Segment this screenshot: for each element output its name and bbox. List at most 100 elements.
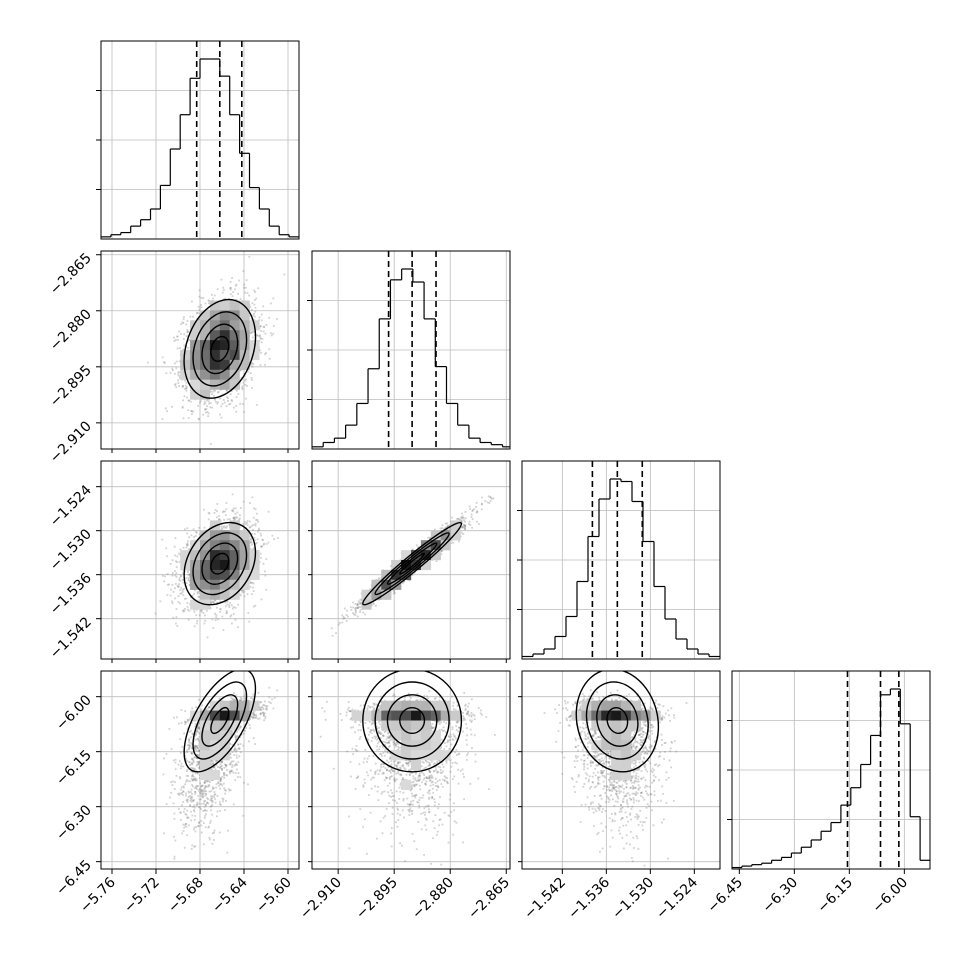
- scatter-point: [225, 526, 228, 529]
- scatter-point: [272, 325, 275, 327]
- scatter-point: [210, 393, 213, 396]
- scatter-point: [184, 608, 186, 610]
- scatter-point: [186, 396, 188, 399]
- scatter-point: [182, 318, 185, 321]
- scatter-point: [174, 383, 177, 385]
- scatter-point: [186, 320, 189, 322]
- scatter-point: [251, 387, 253, 389]
- scatter-point: [258, 334, 261, 337]
- scatter-point: [181, 406, 184, 409]
- scatter-point: [166, 573, 169, 575]
- scatter-point: [231, 509, 234, 512]
- density-cell: [200, 310, 211, 321]
- scatter-point: [258, 335, 261, 338]
- scatter-point: [223, 518, 225, 521]
- scatter-point: [189, 400, 192, 403]
- scatter-point: [171, 572, 174, 574]
- contour-0: [210, 335, 230, 362]
- scatter-point: [207, 512, 210, 514]
- density-cell: [249, 350, 260, 361]
- scatter-point: [231, 509, 234, 512]
- scatter-point: [241, 388, 244, 391]
- scatter-point: [252, 605, 255, 608]
- scatter-point: [219, 394, 222, 397]
- scatter-point: [252, 529, 255, 532]
- scatter-point: [213, 395, 216, 397]
- scatter-point: [195, 622, 198, 625]
- scatter-point: [182, 572, 185, 575]
- density-cell: [190, 320, 201, 331]
- scatter-point: [197, 318, 200, 321]
- scatter-point: [190, 534, 193, 537]
- scatter-point: [184, 379, 186, 382]
- histogram-1: [312, 251, 510, 449]
- scatter-point: [171, 574, 174, 577]
- scatter-point: [220, 278, 223, 281]
- scatter-point: [186, 544, 189, 547]
- scatter-point: [203, 526, 206, 529]
- density-cell: [190, 359, 201, 370]
- scatter-point: [243, 283, 246, 286]
- scatter-point: [222, 286, 225, 289]
- scatter-point: [249, 541, 252, 543]
- scatter-point: [199, 400, 202, 402]
- scatter-point: [228, 403, 231, 406]
- hist-panel-3: [732, 671, 930, 869]
- scatter-point: [264, 570, 266, 573]
- scatter-point: [181, 590, 184, 593]
- scatter-point: [177, 338, 180, 341]
- density-cell: [200, 320, 211, 331]
- scatter-point: [260, 351, 263, 354]
- scatter-point: [249, 305, 252, 308]
- scatter-point: [268, 316, 271, 319]
- scatter-point: [230, 604, 233, 607]
- scatter-point: [259, 325, 262, 328]
- density-cell: [190, 350, 201, 361]
- scatter-point: [200, 610, 203, 613]
- density-cell: [219, 330, 230, 341]
- scatter-point: [251, 331, 253, 334]
- scatter-point: [222, 399, 225, 401]
- scatter-point: [258, 561, 261, 563]
- scatter-point: [173, 570, 176, 572]
- scatter-point: [174, 339, 177, 341]
- scatter-point: [197, 596, 200, 598]
- scatter-point: [198, 289, 201, 292]
- scatter-point: [239, 514, 241, 517]
- scatter-point: [177, 382, 180, 384]
- scatter-point: [182, 546, 185, 549]
- scatter-point: [219, 608, 222, 610]
- scatter-point: [176, 584, 179, 587]
- scatter-point: [257, 520, 259, 523]
- scatter-point: [215, 516, 218, 519]
- scatter-point: [173, 336, 175, 339]
- scatter-point: [173, 587, 176, 590]
- scatter-point: [250, 536, 253, 539]
- scatter-point: [249, 372, 252, 375]
- scatter-point: [264, 332, 267, 335]
- scatter-point: [191, 594, 194, 597]
- scatter-point: [216, 391, 219, 394]
- scatter-point: [216, 503, 219, 505]
- scatter-point: [245, 279, 248, 282]
- scatter-point: [222, 289, 225, 291]
- scatter-point: [230, 399, 233, 401]
- scatter-point: [193, 610, 196, 613]
- density-cell: [200, 350, 211, 361]
- density-cell: [209, 330, 220, 341]
- scatter-point: [252, 548, 255, 551]
- scatter-point: [183, 395, 186, 398]
- scatter-point: [260, 598, 263, 601]
- scatter-point: [219, 611, 222, 613]
- scatter-point: [240, 376, 243, 379]
- scatter-point: [224, 510, 226, 513]
- scatter-point: [181, 321, 184, 324]
- scatter-point: [187, 409, 190, 412]
- histogram-0: [101, 41, 299, 239]
- scatter-point: [176, 335, 178, 338]
- scatter-point: [204, 408, 207, 411]
- hist-panel-2: [522, 461, 720, 659]
- scatter-point: [183, 609, 186, 612]
- scatter-point: [198, 312, 201, 315]
- scatter-point: [248, 620, 251, 623]
